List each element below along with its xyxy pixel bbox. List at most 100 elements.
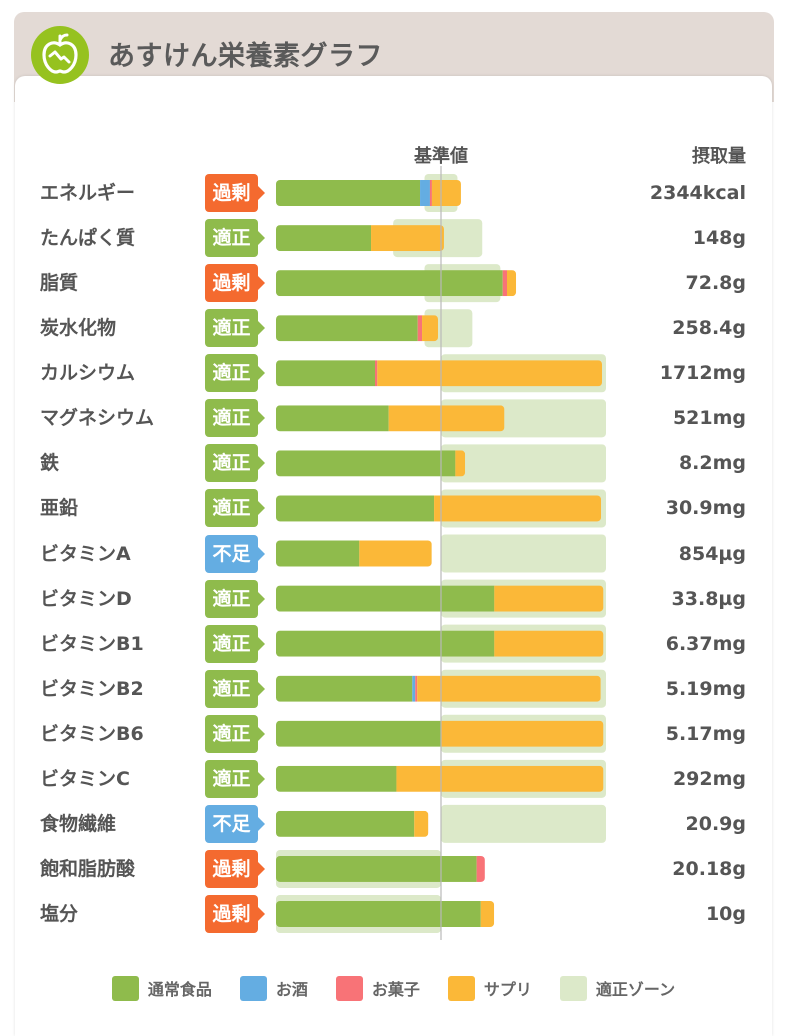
legend-item-alcohol: お酒 bbox=[239, 975, 308, 1001]
nutrient-label: ビタミンA bbox=[40, 542, 131, 565]
bar-group bbox=[276, 450, 466, 477]
bar-segment-alcohol bbox=[412, 675, 416, 702]
intake-value: 521mg bbox=[672, 407, 746, 430]
bar-segment-supplement bbox=[507, 270, 517, 297]
legend: 通常食品 お酒 お菓子 サプリ 適正ゾーン bbox=[0, 975, 787, 1001]
legend-label: お菓子 bbox=[371, 980, 420, 999]
bar-segment-supplement bbox=[422, 315, 439, 342]
legend-label: 適正ゾーン bbox=[595, 980, 676, 999]
status-badge: 適正 bbox=[205, 669, 265, 708]
bar-segment-snack bbox=[415, 675, 418, 702]
nutrient-label: 炭水化物 bbox=[40, 317, 117, 340]
bar-group bbox=[276, 540, 432, 567]
intake-value: 5.17mg bbox=[665, 722, 746, 745]
bar-group bbox=[276, 765, 604, 792]
status-badge: 適正 bbox=[205, 624, 265, 663]
bar-group bbox=[276, 225, 444, 252]
bar-segment-supplement bbox=[377, 360, 603, 387]
intake-value: 5.19mg bbox=[665, 677, 746, 700]
nutrient-label: カルシウム bbox=[40, 362, 136, 385]
bar-segment-supplement bbox=[494, 585, 604, 612]
bar-group bbox=[276, 630, 604, 657]
bar-segment-supplement bbox=[480, 901, 495, 927]
bar-group bbox=[276, 855, 485, 882]
bar-group bbox=[276, 901, 495, 927]
status-badge: 不足 bbox=[205, 534, 265, 573]
appropriate-zone bbox=[441, 444, 606, 483]
status-badge: 適正 bbox=[205, 309, 265, 348]
bar-group bbox=[276, 675, 601, 702]
nutrient-label: ビタミンB6 bbox=[40, 722, 144, 745]
bar-group bbox=[276, 810, 429, 837]
bar-segment-snack bbox=[502, 270, 507, 297]
nutrient-label: 塩分 bbox=[40, 903, 79, 925]
bar-group bbox=[276, 180, 461, 206]
intake-value: 8.2mg bbox=[678, 452, 746, 475]
nutrient-label: 脂質 bbox=[40, 272, 79, 295]
bar-segment-supplement bbox=[455, 450, 466, 477]
intake-value: 20.18g bbox=[672, 857, 746, 880]
bar-group bbox=[276, 495, 602, 522]
legend-item-snack: お菓子 bbox=[335, 975, 420, 1001]
legend-swatch-zone bbox=[559, 975, 587, 1001]
nutrient-label: ビタミンC bbox=[40, 767, 130, 790]
status-badge: 過剰 bbox=[205, 264, 265, 303]
bar-segment-food bbox=[276, 315, 418, 342]
status-badge: 適正 bbox=[205, 444, 265, 483]
bar-segment-supplement bbox=[434, 495, 602, 522]
status-badge: 適正 bbox=[205, 489, 265, 528]
bar-segment-food bbox=[276, 675, 413, 702]
bar-segment-supplement bbox=[494, 630, 604, 657]
bar-segment-food bbox=[276, 630, 495, 657]
bar-segment-snack bbox=[417, 315, 423, 342]
bar-segment-food bbox=[276, 360, 375, 387]
nutrient-label: ビタミンD bbox=[40, 587, 132, 610]
nutrient-label: 飽和脂肪酸 bbox=[40, 857, 136, 880]
legend-item-supplement: サプリ bbox=[447, 975, 532, 1001]
intake-value: 854µg bbox=[678, 542, 746, 565]
bar-segment-supplement bbox=[417, 675, 601, 702]
appropriate-zone bbox=[441, 804, 606, 843]
status-badge: 過剰 bbox=[205, 174, 265, 212]
intake-column-header: 摂取量 bbox=[692, 146, 746, 167]
bar-segment-food bbox=[276, 495, 435, 522]
nutrient-label: 食物繊維 bbox=[40, 812, 117, 835]
status-badge: 過剰 bbox=[205, 895, 265, 933]
bar-segment-snack bbox=[476, 855, 485, 882]
appropriate-zone bbox=[441, 534, 606, 573]
nutrient-label: ビタミンB1 bbox=[40, 632, 144, 655]
status-badge: 不足 bbox=[205, 804, 265, 843]
bar-segment-food bbox=[276, 720, 441, 747]
bar-segment-supplement bbox=[414, 810, 429, 837]
legend-label: 通常食品 bbox=[147, 980, 212, 999]
bar-segment-food bbox=[276, 405, 389, 432]
intake-value: 20.9g bbox=[685, 812, 746, 835]
intake-value: 1712mg bbox=[659, 362, 746, 385]
legend-swatch-food bbox=[111, 975, 139, 1001]
bar-segment-snack bbox=[375, 360, 378, 387]
bar-group bbox=[276, 360, 603, 387]
bar-segment-food bbox=[276, 765, 397, 792]
legend-label: お酒 bbox=[275, 980, 308, 999]
bar-segment-food bbox=[276, 901, 481, 927]
legend-item-zone: 適正ゾーン bbox=[559, 975, 676, 1001]
bar-segment-supplement bbox=[441, 720, 604, 747]
bar-segment-food bbox=[276, 450, 456, 477]
bar-segment-alcohol bbox=[420, 180, 430, 206]
nutrient-label: マグネシウム bbox=[40, 407, 155, 430]
bar-segment-food bbox=[276, 810, 415, 837]
bar-segment-food bbox=[276, 540, 360, 567]
intake-value: 6.37mg bbox=[665, 632, 746, 655]
bar-segment-supplement bbox=[431, 180, 461, 206]
bar-group bbox=[276, 315, 439, 342]
intake-value: 33.8µg bbox=[671, 587, 746, 610]
legend-swatch-alcohol bbox=[239, 975, 267, 1001]
status-badge: 適正 bbox=[205, 399, 265, 438]
nutrient-label: 鉄 bbox=[40, 452, 60, 475]
bar-segment-snack bbox=[429, 180, 432, 206]
status-badge: 適正 bbox=[205, 759, 265, 798]
bar-group bbox=[276, 585, 604, 612]
status-badge: 適正 bbox=[205, 714, 265, 753]
intake-value: 292mg bbox=[672, 767, 746, 790]
